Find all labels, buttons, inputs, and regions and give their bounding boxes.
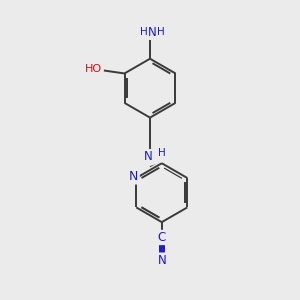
Text: N: N: [144, 150, 153, 163]
Text: N: N: [158, 254, 166, 267]
Text: H: H: [158, 148, 166, 158]
Text: C: C: [158, 231, 166, 244]
Text: HO: HO: [85, 64, 102, 74]
Text: H: H: [140, 27, 147, 37]
Text: H: H: [157, 27, 165, 37]
Text: N: N: [148, 26, 157, 39]
Text: N: N: [129, 170, 139, 183]
